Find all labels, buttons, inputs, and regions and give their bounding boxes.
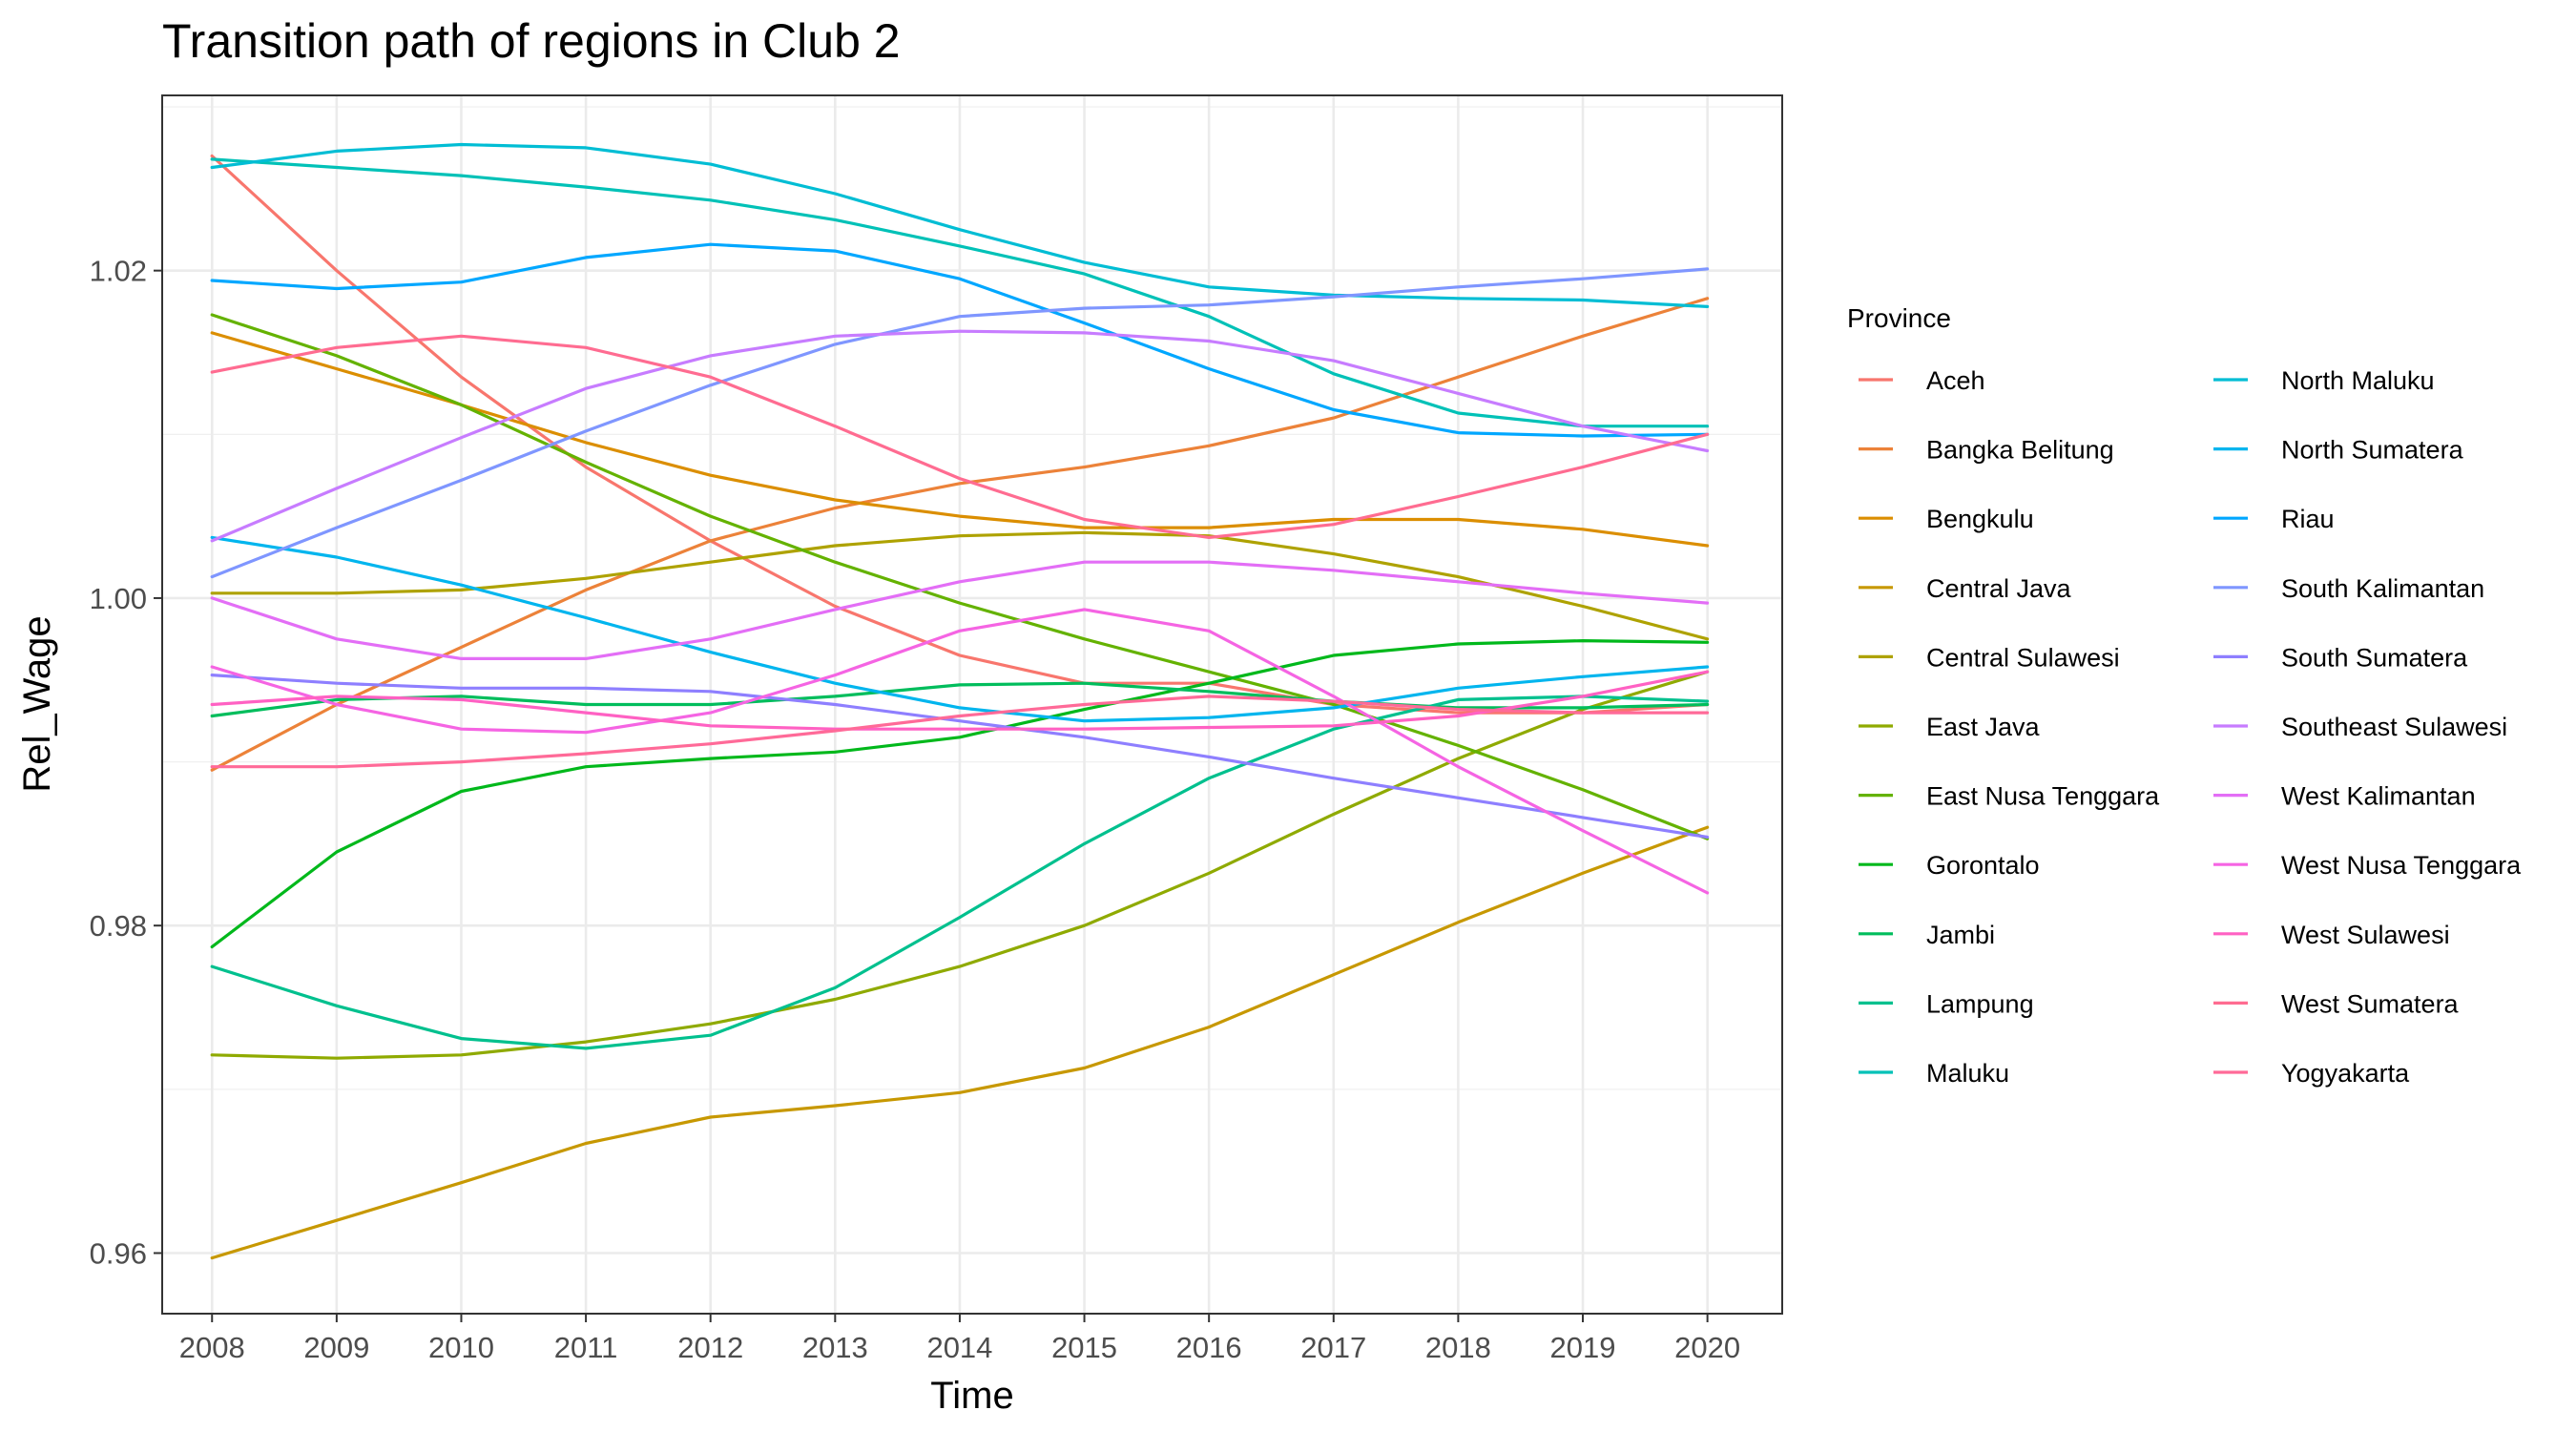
legend-item: Maluku <box>1859 1059 2009 1088</box>
series-line <box>210 329 1710 543</box>
legend-label: Central Sulawesi <box>1926 643 2120 672</box>
x-tick-label: 2019 <box>1550 1331 1616 1364</box>
y-tick-label: 1.02 <box>90 255 147 288</box>
y-tick-label: 0.96 <box>90 1236 147 1270</box>
series-line <box>210 154 1710 715</box>
legend-item: South Kalimantan <box>2213 574 2484 603</box>
x-axis-title: Time <box>930 1375 1013 1417</box>
series-line <box>210 695 1710 1050</box>
legend-label: South Kalimantan <box>2281 574 2484 603</box>
legend-item: Bengkulu <box>1859 505 2034 533</box>
plot-panel-border <box>161 94 1783 1315</box>
x-tick-label: 2017 <box>1300 1331 1366 1364</box>
legend-label: Jambi <box>1926 921 1995 949</box>
x-tick-label: 2010 <box>428 1331 494 1364</box>
legend-item: Central Java <box>1859 574 2072 603</box>
y-tick-label: 0.98 <box>90 909 147 943</box>
legend-label: West Nusa Tenggara <box>2281 851 2522 880</box>
legend-item: Yogyakarta <box>2213 1059 2410 1088</box>
legend: Province Aceh Bangka Belitung Bengkulu Cent… <box>1847 303 2522 1088</box>
legend-label: South Sumatera <box>2281 643 2468 672</box>
legend-item: Gorontalo <box>1859 851 2040 880</box>
legend-item: East Nusa Tenggara <box>1859 782 2160 811</box>
legend-item: Lampung <box>1859 989 2034 1018</box>
series-line <box>210 825 1710 1260</box>
series-line <box>210 334 1710 540</box>
series-line <box>210 142 1710 308</box>
legend-item: West Nusa Tenggara <box>2213 851 2522 880</box>
x-tick-label: 2008 <box>179 1331 245 1364</box>
y-axis: 0.96 0.98 1.00 1.02 <box>90 255 162 1270</box>
legend-item: Central Sulawesi <box>1859 643 2120 672</box>
legend-label: Riau <box>2281 505 2335 533</box>
legend-item: Riau <box>2213 505 2335 533</box>
legend-label: Southeast Sulawesi <box>2281 713 2507 741</box>
legend-item: West Kalimantan <box>2213 782 2476 811</box>
series-line <box>210 608 1710 895</box>
y-axis-title: Rel_Wage <box>16 615 58 792</box>
series-line <box>210 267 1710 579</box>
series-line <box>210 530 1710 641</box>
series-line <box>210 681 1710 718</box>
x-tick-label: 2012 <box>677 1331 743 1364</box>
x-tick-label: 2013 <box>802 1331 868 1364</box>
series-lines <box>210 142 1710 1260</box>
legend-label: Gorontalo <box>1926 851 2040 880</box>
legend-label: Maluku <box>1926 1059 2009 1088</box>
legend-item: West Sulawesi <box>2213 921 2450 949</box>
x-tick-label: 2014 <box>926 1331 992 1364</box>
legend-item: East Java <box>1859 713 2041 741</box>
series-line <box>210 560 1710 661</box>
x-tick-label: 2016 <box>1176 1331 1242 1364</box>
legend-label: West Sumatera <box>2281 989 2460 1018</box>
legend-item: West Sumatera <box>2213 989 2460 1018</box>
legend-label: West Kalimantan <box>2281 782 2476 811</box>
legend-label: Bangka Belitung <box>1926 436 2114 465</box>
legend-label: Yogyakarta <box>2281 1059 2410 1088</box>
series-line <box>210 670 1710 731</box>
legend-label: East Nusa Tenggara <box>1926 782 2160 811</box>
x-tick-label: 2018 <box>1425 1331 1491 1364</box>
legend-item: Bangka Belitung <box>1859 436 2114 465</box>
legend-item: North Maluku <box>2213 366 2435 395</box>
legend-title: Province <box>1847 303 1951 333</box>
series-line <box>210 242 1710 438</box>
series-line <box>210 695 1710 769</box>
legend-label: North Sumatera <box>2281 436 2464 465</box>
series-line <box>210 313 1710 840</box>
legend-item: North Sumatera <box>2213 436 2464 465</box>
legend-label: Central Java <box>1926 574 2072 603</box>
legend-item: Jambi <box>1859 921 1995 949</box>
legend-label: East Java <box>1926 713 2041 741</box>
series-line <box>210 157 1710 428</box>
legend-label: Aceh <box>1926 366 1985 395</box>
chart-title: Transition path of regions in Club 2 <box>162 14 901 68</box>
x-tick-label: 2020 <box>1674 1331 1740 1364</box>
x-axis: 2008 2009 2010 2011 2012 2013 2014 2015 2016 2017… <box>179 1314 1740 1364</box>
series-line <box>210 670 1710 1060</box>
legend-item: Aceh <box>1859 366 1985 395</box>
x-tick-label: 2009 <box>303 1331 369 1364</box>
legend-label: West Sulawesi <box>2281 921 2450 949</box>
series-line <box>210 673 1710 840</box>
legend-label: Lampung <box>1926 989 2034 1018</box>
series-line <box>210 535 1710 723</box>
y-tick-label: 1.00 <box>90 582 147 615</box>
x-tick-label: 2011 <box>554 1331 618 1364</box>
series-line <box>210 297 1710 772</box>
legend-item: Southeast Sulawesi <box>2213 713 2507 741</box>
series-line <box>210 638 1710 949</box>
legend-item: South Sumatera <box>2213 643 2468 672</box>
legend-label: Bengkulu <box>1926 505 2034 533</box>
x-tick-label: 2015 <box>1051 1331 1117 1364</box>
legend-label: North Maluku <box>2281 366 2435 395</box>
